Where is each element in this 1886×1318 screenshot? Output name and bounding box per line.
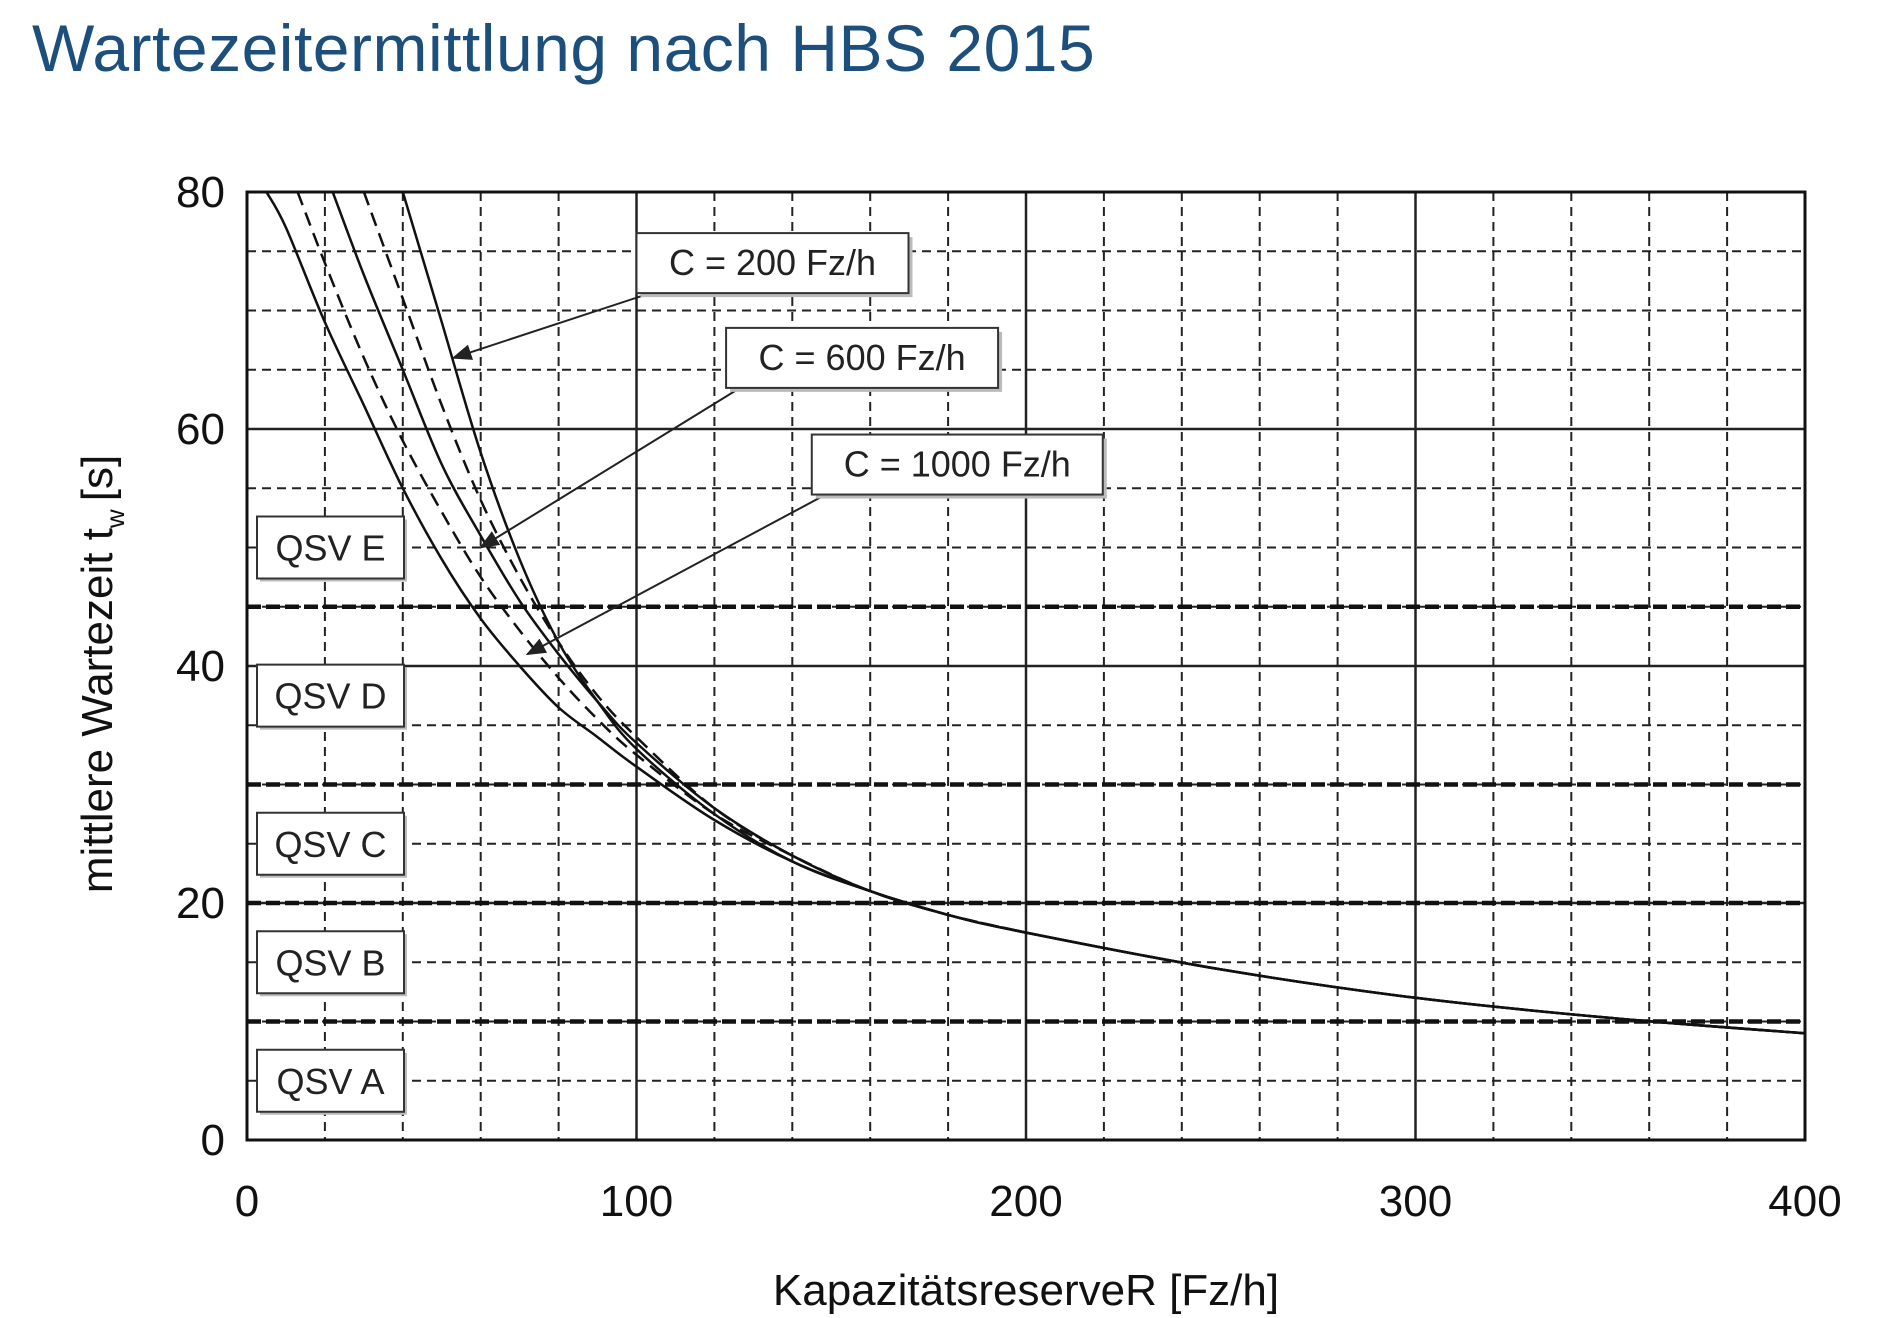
annotation-label: C = 1000 Fz/h xyxy=(844,444,1071,485)
qsv-box xyxy=(256,663,405,728)
x-tick-label: 100 xyxy=(600,1177,673,1226)
y-axis-label: mittlere Wartezeit tw [s] xyxy=(73,455,130,893)
y-tick-label: 0 xyxy=(201,1116,225,1165)
y-tick-label: 40 xyxy=(176,642,225,691)
annotation-arrow xyxy=(478,387,741,549)
capacity-curve-line xyxy=(265,192,1805,1035)
x-tick-label: 200 xyxy=(989,1177,1062,1226)
qsv-label: QSV E xyxy=(275,528,385,569)
plot-frame xyxy=(245,190,1807,1142)
qsv-label: QSV B xyxy=(275,942,385,983)
interpolated-curve-line xyxy=(296,192,1027,934)
page-title: Wartezeitermittlung nach HBS 2015 xyxy=(32,11,1096,85)
y-axis-label-main: mittlere Wartezeit t xyxy=(73,528,122,893)
qsv-box xyxy=(256,930,405,995)
x-tick-label: 300 xyxy=(1379,1177,1452,1226)
capacity-curve-line xyxy=(331,192,1805,1035)
qsv-label: QSV A xyxy=(276,1061,384,1102)
annotation-label: C = 600 Fz/h xyxy=(759,337,966,378)
x-tick-label: 0 xyxy=(235,1177,259,1226)
qsv-box xyxy=(256,515,405,580)
interpolated-curve-line xyxy=(362,192,1027,934)
curves-group xyxy=(265,192,1805,1035)
annotation-box xyxy=(725,326,1000,389)
y-axis-label-subscript: w xyxy=(100,509,130,529)
annotation-arrow xyxy=(451,292,651,360)
qsv-label: QSV D xyxy=(274,676,386,717)
y-tick-label: 80 xyxy=(176,168,225,217)
x-axis-label: KapazitätsreserveR [Fz/h] xyxy=(773,1266,1279,1315)
annotation-label: C = 200 Fz/h xyxy=(669,242,876,283)
qsv-box xyxy=(256,811,405,876)
y-tick-label: 60 xyxy=(176,405,225,454)
annotation-box xyxy=(810,433,1104,496)
qsv-box xyxy=(256,1048,405,1113)
y-tick-label: 20 xyxy=(176,879,225,928)
y-axis-label-unit: [s] xyxy=(73,455,122,501)
annotation-box xyxy=(635,232,910,295)
qsv-label: QSV C xyxy=(274,824,386,865)
x-tick-label: 400 xyxy=(1768,1177,1841,1226)
annotation-arrow xyxy=(525,493,827,656)
